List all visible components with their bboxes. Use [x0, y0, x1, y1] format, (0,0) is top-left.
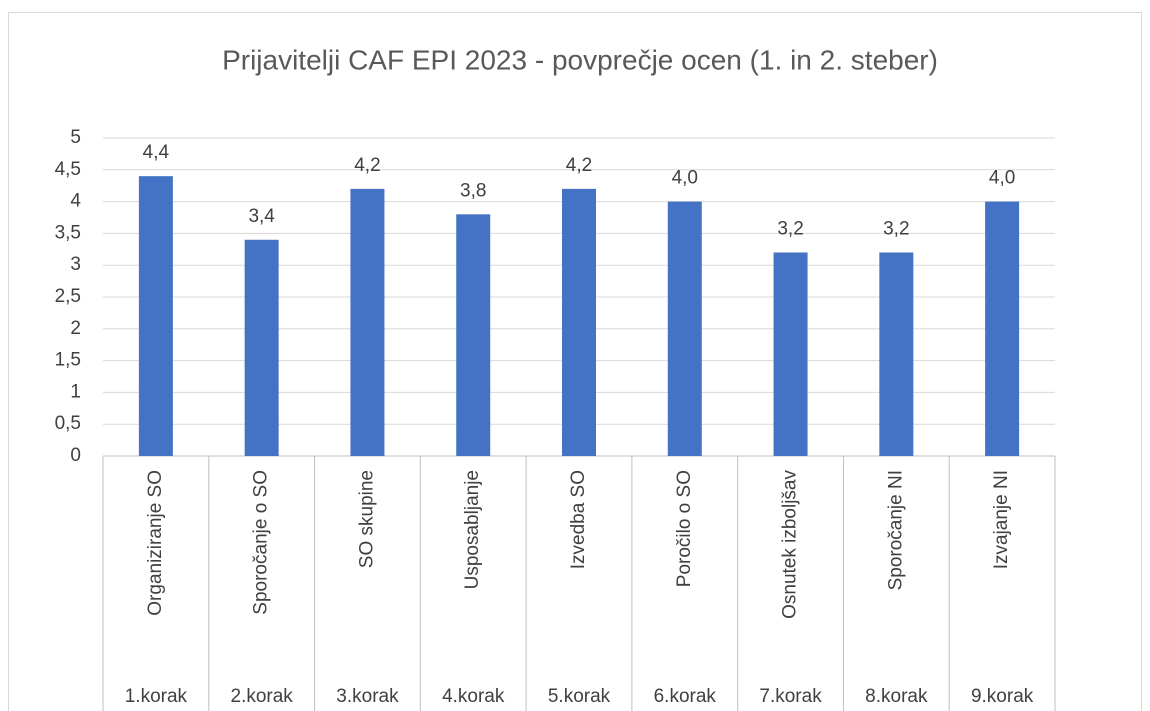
- y-tick-label: 5: [70, 127, 81, 148]
- y-tick-label: 0,5: [55, 413, 81, 434]
- y-tick-label: 3,5: [55, 222, 81, 243]
- data-label: 4,2: [354, 155, 380, 176]
- y-tick-label: 2: [70, 318, 81, 339]
- data-label: 3,4: [248, 206, 275, 227]
- x-tick-label: Osnutek izboljšav: [780, 470, 801, 619]
- y-tick-label: 1,5: [55, 350, 81, 371]
- bar: [350, 188, 385, 456]
- y-tick-label: 3: [70, 254, 81, 275]
- y-tick-label: 0: [70, 445, 81, 466]
- group-label: 8.korak: [865, 686, 928, 707]
- data-label: 4,0: [989, 168, 1015, 189]
- group-label: 3.korak: [336, 686, 399, 707]
- x-tick-label: SO skupine: [356, 470, 377, 568]
- y-tick-label: 2,5: [55, 286, 81, 307]
- data-label: 4,4: [143, 142, 170, 163]
- x-tick-label: Organiziranje SO: [145, 470, 166, 616]
- x-tick-label: Sporočanje NI: [885, 470, 906, 590]
- bar: [667, 201, 702, 456]
- group-label: 9.korak: [971, 686, 1034, 707]
- x-tick-label: Sporočanje o SO: [251, 470, 272, 615]
- x-tick-label: Poročilo o SO: [674, 470, 695, 587]
- group-label: 2.korak: [231, 686, 294, 707]
- data-label: 3,2: [777, 218, 803, 239]
- data-label: 3,8: [460, 180, 486, 201]
- group-label: 4.korak: [442, 686, 505, 707]
- bar: [985, 201, 1020, 456]
- bar: [562, 188, 596, 456]
- x-tick-label: Izvajanje NI: [991, 470, 1012, 569]
- bar: [773, 252, 808, 456]
- y-tick-label: 4,5: [55, 159, 81, 180]
- data-label: 4,2: [566, 155, 592, 176]
- y-tick-label: 1: [70, 381, 81, 402]
- x-tick-label: Usposabljanje: [462, 470, 483, 589]
- data-label: 4,0: [672, 168, 698, 189]
- bar: [456, 214, 491, 456]
- data-label: 3,2: [883, 218, 909, 239]
- bar: [879, 252, 914, 456]
- group-label: 7.korak: [759, 686, 822, 707]
- group-label: 1.korak: [125, 686, 188, 707]
- y-tick-label: 4: [70, 191, 81, 212]
- group-label: 6.korak: [654, 686, 717, 707]
- bar: [138, 176, 173, 456]
- chart-title: Prijavitelji CAF EPI 2023 - povprečje oc…: [222, 44, 938, 75]
- bar: [244, 239, 279, 456]
- x-tick-label: Izvedba SO: [568, 470, 589, 569]
- group-label: 5.korak: [548, 686, 611, 707]
